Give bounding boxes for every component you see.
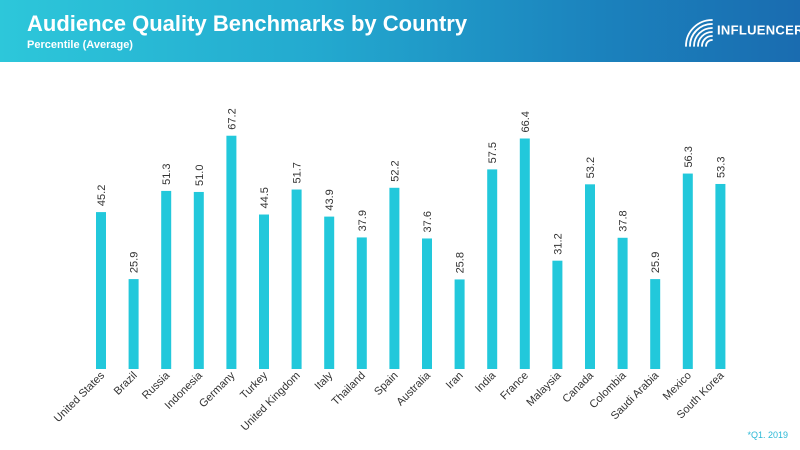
bar-germany	[226, 135, 237, 369]
data-label: 43.9	[324, 189, 336, 210]
data-label: 53.3	[715, 157, 727, 178]
footnote: *Q1. 2019	[747, 430, 788, 440]
data-label: 45.2	[96, 185, 108, 206]
x-tick-label: Australia	[394, 369, 433, 408]
data-label: 53.2	[585, 157, 597, 178]
bar-canada	[585, 184, 595, 369]
data-label: 51.7	[292, 162, 304, 183]
data-label: 67.2	[226, 108, 238, 129]
data-label: 25.9	[129, 252, 141, 273]
bar-brazil	[128, 279, 139, 369]
data-label: 57.5	[487, 142, 499, 163]
bar-thailand	[356, 237, 367, 369]
logo-wordmark: INFLUENCERDB	[717, 22, 800, 38]
x-tick-label: India	[473, 369, 499, 395]
bar-united-kingdom	[291, 189, 302, 369]
chart-subtitle: Percentile (Average)	[27, 39, 133, 51]
bar-italy	[324, 216, 335, 369]
bar-mexico	[682, 173, 693, 369]
data-label: 25.9	[650, 252, 662, 273]
bar-turkey	[259, 214, 269, 369]
bar-australia	[422, 238, 432, 369]
data-label: 44.5	[259, 187, 271, 208]
bar-malaysia	[552, 260, 563, 369]
x-tick-label: Turkey	[238, 369, 270, 401]
data-label: 37.9	[357, 210, 369, 231]
x-tick-label: Italy	[313, 369, 336, 392]
x-tick-label: Iran	[444, 370, 466, 392]
data-label: 31.2	[552, 233, 564, 254]
data-label: 37.8	[618, 210, 630, 231]
x-tick-label: Brazil	[112, 370, 140, 398]
bar-russia	[161, 190, 172, 369]
chart-title: Audience Quality Benchmarks by Country	[27, 11, 468, 36]
data-label: 66.4	[520, 111, 532, 132]
data-label: 25.8	[455, 252, 467, 273]
x-tick-label: United Kingdom	[239, 370, 303, 434]
x-tick-label: Spain	[372, 370, 400, 398]
influencerdb-logo-icon	[685, 19, 713, 47]
data-label: 51.3	[161, 163, 173, 184]
header-banner: Audience Quality Benchmarks by Country P…	[0, 0, 800, 62]
x-tick-label: United States	[52, 369, 108, 425]
bar-indonesia	[193, 191, 204, 369]
data-label: 56.3	[683, 146, 695, 167]
data-label: 37.6	[422, 211, 434, 232]
bar-spain	[389, 187, 400, 369]
x-tick-label: Germany	[197, 369, 238, 410]
bar-colombia	[617, 237, 628, 369]
x-tick-label: Malaysia	[524, 369, 564, 409]
bar-india	[487, 169, 498, 369]
x-tick-label: Thailand	[330, 370, 368, 408]
bar-saudi-arabia	[650, 279, 661, 369]
bar-iran	[454, 279, 465, 369]
data-label: 52.2	[389, 160, 401, 181]
bar-united-states	[96, 212, 106, 369]
data-label: 51.0	[194, 165, 206, 186]
bar-south-korea	[715, 183, 726, 369]
bar-france	[519, 138, 530, 369]
